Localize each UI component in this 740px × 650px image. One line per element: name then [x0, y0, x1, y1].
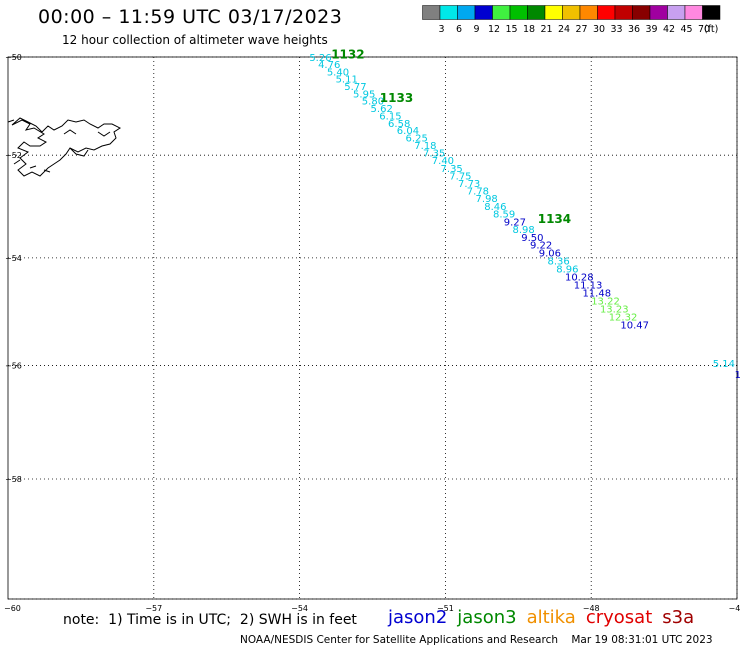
colorbar-label: 39 — [645, 24, 657, 35]
axis-tick-labels: −50 −52 −54 −56 −58 −57 −54 −51 −48 −45 −60 — [4, 53, 740, 613]
colorbar-swatch — [702, 5, 721, 20]
map-grid — [7, 56, 738, 600]
wave-height-value: 8.36 — [547, 256, 569, 267]
longitude-tick-label: −45 — [729, 604, 740, 613]
satellite-name: jason2 — [388, 607, 448, 628]
wave-height-value: 5.26 — [309, 53, 331, 64]
wave-height-value: 7.40 — [432, 156, 454, 167]
wave-height-value: 13.23 — [600, 304, 629, 315]
latitude-tick-label: −52 — [5, 151, 22, 160]
wave-height-value: 7.75 — [449, 171, 471, 182]
longitude-tick-label: −48 — [583, 604, 600, 613]
wave-height-value: 5.80 — [362, 97, 384, 108]
colorbar-label: 9 — [473, 24, 479, 35]
wave-height-value: 9.06 — [539, 249, 561, 260]
colorbar-label: 3 — [438, 24, 444, 35]
coastline-detail — [7, 119, 111, 173]
wave-height-value: 8.59 — [493, 210, 515, 221]
wave-height-value: 12.32 — [609, 312, 638, 323]
colorbar-label: 21 — [540, 24, 552, 35]
colorbar-label: 36 — [628, 24, 640, 35]
corner-tick-label: −60 — [4, 604, 21, 613]
colorbar-label: 27 — [575, 24, 587, 35]
wave-height-value: 7.35 — [441, 164, 463, 175]
wave-height-value: 7.35 — [423, 149, 445, 160]
wave-height-colorbar: 3 6 9 12 15 18 21 24 27 30 33 36 39 42 45 70(ft) — [422, 5, 721, 35]
wave-height-value: 7.73 — [458, 179, 480, 190]
latitude-tick-label: −50 — [5, 53, 22, 62]
wave-height-value: 13.22 — [591, 296, 620, 307]
wave-height-value: 11.9 — [735, 370, 740, 381]
coastline-outline — [11, 117, 121, 177]
wave-height-value: 5.14 — [713, 359, 735, 370]
pass-number: 1133 — [380, 91, 413, 105]
wave-height-value: 4.76 — [318, 60, 340, 71]
satellite-name: s3a — [662, 607, 695, 628]
colorbar-label: 30 — [593, 24, 605, 35]
wave-height-value: 8.98 — [512, 225, 534, 236]
chart-subtitle: 12 hour collection of altimeter wave hei… — [62, 33, 328, 47]
wave-height-value: 5.62 — [371, 104, 393, 115]
wave-height-value: 6.15 — [379, 111, 401, 122]
colorbar-label: 24 — [558, 24, 570, 35]
wave-height-value: 5.11 — [336, 75, 358, 86]
colorbar-label: 42 — [663, 24, 675, 35]
colorbar-label: 15 — [505, 24, 517, 35]
wave-height-value: 11.13 — [574, 280, 603, 291]
wave-height-value: 9.50 — [521, 233, 543, 244]
wave-height-value: 6.25 — [406, 134, 428, 145]
latitude-tick-label: −56 — [5, 362, 22, 371]
falkland-islands-coastline — [7, 117, 121, 177]
credit-line: NOAA/NESDIS Center for Satellite Applica… — [240, 634, 713, 646]
pass-number: 1132 — [331, 48, 364, 62]
colorbar-label: 70 — [698, 24, 710, 35]
wave-height-value: 9.27 — [504, 217, 526, 228]
footer-note: note: 1) Time is in UTC; 2) SWH is in fe… — [63, 612, 357, 628]
satellite-legend: jason2 jason3 altika cryosat s3a — [388, 607, 704, 628]
colorbar-label: (ft) — [704, 24, 718, 35]
longitude-tick-label: −57 — [145, 604, 162, 613]
pass-number-labels: 1132 1133 1134 — [331, 48, 571, 226]
wave-height-value: 11.48 — [582, 288, 611, 299]
wave-height-value: 5.40 — [327, 67, 349, 78]
wave-height-value: 6.04 — [397, 126, 419, 137]
latitude-tick-label: −54 — [5, 254, 22, 263]
colorbar-label: 6 — [456, 24, 462, 35]
wave-height-value: 6.58 — [388, 119, 410, 130]
wave-height-value: 8.96 — [556, 264, 578, 275]
colorbar-label: 33 — [610, 24, 622, 35]
wave-height-points: 5.264.765.405.115.775.955.805.626.156.58… — [309, 53, 740, 381]
satellite-name: altika — [526, 607, 576, 628]
wave-height-value: 7.18 — [414, 141, 436, 152]
wave-height-value: 10.28 — [565, 272, 594, 283]
longitude-tick-label: −51 — [437, 604, 454, 613]
wave-height-value: 5.95 — [353, 89, 375, 100]
latitude-tick-label: −58 — [5, 475, 22, 484]
pass-number: 1134 — [538, 212, 571, 226]
wave-height-value: 5.77 — [344, 82, 366, 93]
wave-height-value: 7.98 — [476, 194, 498, 205]
longitude-tick-label: −54 — [291, 604, 308, 613]
colorbar-label: 45 — [680, 24, 692, 35]
wave-height-value: 9.22 — [530, 241, 552, 252]
wave-height-value: 10.47 — [620, 321, 649, 332]
wave-height-value: 8.46 — [484, 202, 506, 213]
wave-height-value: 7.78 — [467, 187, 489, 198]
chart-title: 00:00 – 11:59 UTC 03/17/2023 — [38, 6, 343, 28]
colorbar-label: 18 — [523, 24, 535, 35]
satellite-name: cryosat — [585, 607, 653, 628]
satellite-name: jason3 — [457, 607, 517, 628]
colorbar-label: 12 — [488, 24, 500, 35]
